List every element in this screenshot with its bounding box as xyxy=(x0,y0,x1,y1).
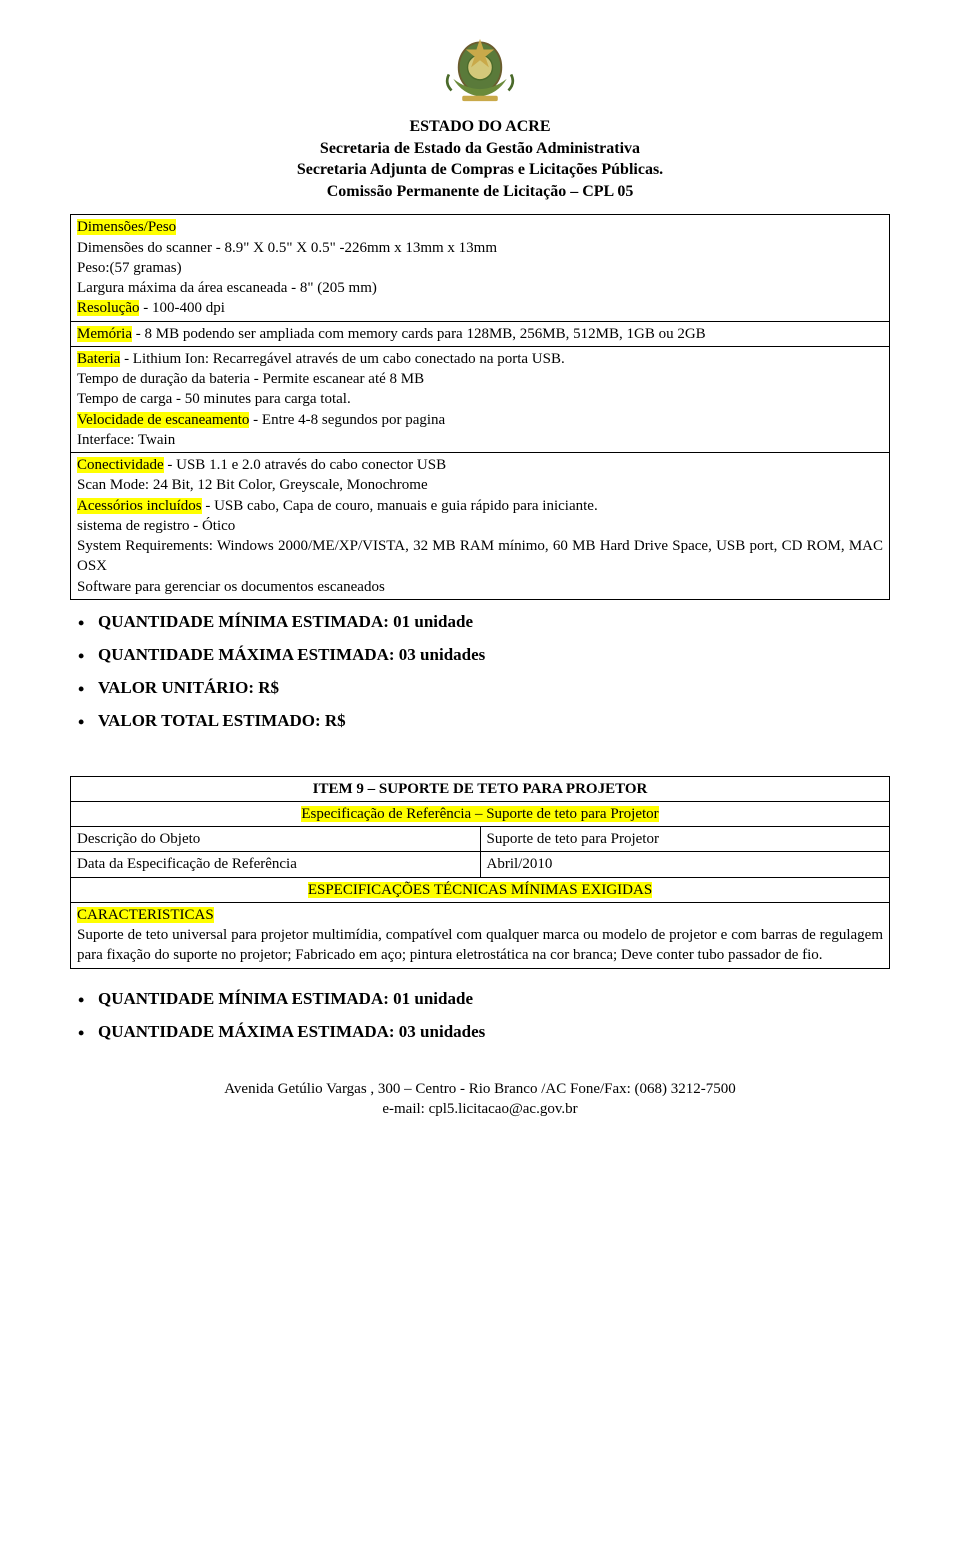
memoria-label: Memória xyxy=(77,326,132,342)
state-crest-icon xyxy=(435,30,525,110)
document-header: ESTADO DO ACRE Secretaria de Estado da G… xyxy=(70,30,890,202)
estimate-list-1: QUANTIDADE MÍNIMA ESTIMADA: 01 unidade Q… xyxy=(70,606,890,738)
conectividade-label: Conectividade xyxy=(77,457,164,473)
velocidade-text: - Entre 4-8 segundos por pagina xyxy=(249,412,445,428)
bateria-label: Bateria xyxy=(77,351,120,367)
item9-date-label: Data da Especificação de Referência xyxy=(71,852,481,877)
item9-caract-text: Suporte de teto universal para projetor … xyxy=(77,927,883,963)
tempo-carga-text: Tempo de carga - 50 minutes para carga t… xyxy=(77,391,351,407)
interface-text: Interface: Twain xyxy=(77,432,175,448)
item9-spec-ref-cell: Especificação de Referência – Suporte de… xyxy=(71,801,890,826)
resolucao-label: Resolução xyxy=(77,300,139,316)
velocidade-label: Velocidade de escaneamento xyxy=(77,412,249,428)
bateria-cell: Bateria - Lithium Ion: Recarregável atra… xyxy=(71,346,890,452)
header-secretaria1: Secretaria de Estado da Gestão Administr… xyxy=(70,138,890,160)
item9-desc-value: Suporte de teto para Projetor xyxy=(480,827,890,852)
resolucao-text: - 100-400 dpi xyxy=(139,300,224,316)
acessorios-text: - USB cabo, Capa de couro, manuais e gui… xyxy=(202,498,598,514)
acessorios-label: Acessórios incluídos xyxy=(77,498,202,514)
item9-spec-tech-cell: ESPECIFICAÇÕES TÉCNICAS MÍNIMAS EXIGIDAS xyxy=(71,877,890,902)
item9-desc-label: Descrição do Objeto xyxy=(71,827,481,852)
min-qty-1: QUANTIDADE MÍNIMA ESTIMADA: 01 unidade xyxy=(98,606,890,639)
software-text: Software para gerenciar os documentos es… xyxy=(77,579,385,595)
item9-spec-tech: ESPECIFICAÇÕES TÉCNICAS MÍNIMAS EXIGIDAS xyxy=(308,882,652,898)
item9-title: ITEM 9 – SUPORTE DE TETO PARA PROJETOR xyxy=(71,776,890,801)
peso-text: Peso:(57 gramas) xyxy=(77,260,182,276)
memoria-cell: Memória - 8 MB podendo ser ampliada com … xyxy=(71,321,890,346)
dimensoes-cell: Dimensões/Peso Dimensões do scanner - 8.… xyxy=(71,215,890,321)
scan-mode-text: Scan Mode: 24 Bit, 12 Bit Color, Greysca… xyxy=(77,477,428,493)
item9-caract-cell: CARACTERISTICAS Suporte de teto universa… xyxy=(71,902,890,968)
dimensoes-text: Dimensões do scanner - 8.9" X 0.5" X 0.5… xyxy=(77,240,497,256)
spec-table-scanner: Dimensões/Peso Dimensões do scanner - 8.… xyxy=(70,214,890,600)
item9-spec-ref: Especificação de Referência – Suporte de… xyxy=(301,806,658,822)
header-comissao: Comissão Permanente de Licitação – CPL 0… xyxy=(70,181,890,203)
sistema-registro-text: sistema de registro - Ótico xyxy=(77,518,235,534)
header-state: ESTADO DO ACRE xyxy=(70,116,890,138)
system-req-text: System Requirements: Windows 2000/ME/XP/… xyxy=(77,538,883,574)
footer-address: Avenida Getúlio Vargas , 300 – Centro - … xyxy=(70,1079,890,1099)
tempo-duracao-text: Tempo de duração da bateria - Permite es… xyxy=(77,371,424,387)
total-value-1: VALOR TOTAL ESTIMADO: R$ xyxy=(98,705,890,738)
unit-value-1: VALOR UNITÁRIO: R$ xyxy=(98,672,890,705)
bateria-text: - Lithium Ion: Recarregável através de u… xyxy=(120,351,564,367)
max-qty-1: QUANTIDADE MÁXIMA ESTIMADA: 03 unidades xyxy=(98,639,890,672)
dimensoes-label: Dimensões/Peso xyxy=(77,219,176,235)
footer-email: e-mail: cpl5.licitacao@ac.gov.br xyxy=(70,1099,890,1119)
page-footer: Avenida Getúlio Vargas , 300 – Centro - … xyxy=(70,1079,890,1120)
largura-text: Largura máxima da área escaneada - 8" (2… xyxy=(77,280,377,296)
item9-caract-label: CARACTERISTICAS xyxy=(77,907,214,923)
item9-table: ITEM 9 – SUPORTE DE TETO PARA PROJETOR E… xyxy=(70,776,890,969)
conectividade-text: - USB 1.1 e 2.0 através do cabo conector… xyxy=(164,457,446,473)
estimate-list-2: QUANTIDADE MÍNIMA ESTIMADA: 01 unidade Q… xyxy=(70,983,890,1049)
max-qty-2: QUANTIDADE MÁXIMA ESTIMADA: 03 unidades xyxy=(98,1016,890,1049)
min-qty-2: QUANTIDADE MÍNIMA ESTIMADA: 01 unidade xyxy=(98,983,890,1016)
item9-date-value: Abril/2010 xyxy=(480,852,890,877)
memoria-text: - 8 MB podendo ser ampliada com memory c… xyxy=(132,326,706,342)
header-secretaria2: Secretaria Adjunta de Compras e Licitaçõ… xyxy=(70,159,890,181)
conectividade-cell: Conectividade - USB 1.1 e 2.0 através do… xyxy=(71,453,890,600)
